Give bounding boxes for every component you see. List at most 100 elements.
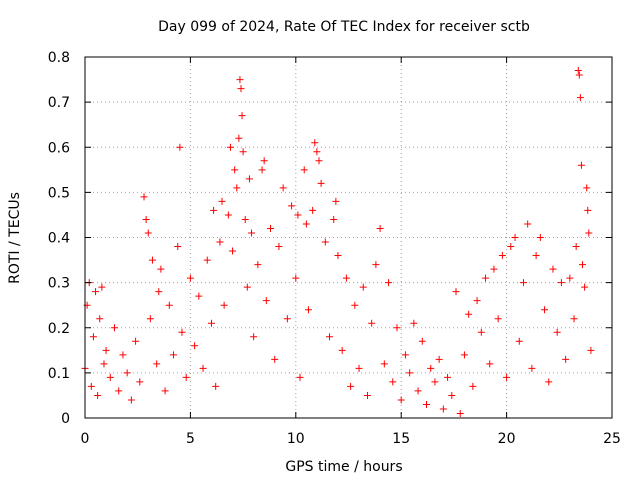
data-point [342, 274, 350, 282]
data-point [304, 306, 312, 314]
data-point [239, 148, 247, 156]
data-point [385, 279, 393, 287]
data-point [524, 220, 532, 228]
data-point [235, 134, 243, 142]
data-point [191, 342, 199, 350]
data-point [115, 387, 123, 395]
data-point [292, 274, 300, 282]
data-point [397, 396, 405, 404]
x-tick-label: 20 [498, 431, 516, 447]
data-point [279, 184, 287, 192]
data-point [452, 288, 460, 296]
data-point [338, 346, 346, 354]
data-point [562, 355, 570, 363]
data-point [326, 333, 334, 341]
data-point [528, 364, 536, 372]
y-tick-label: 0.5 [48, 185, 70, 201]
data-point [245, 175, 253, 183]
data-point [210, 206, 218, 214]
data-point [422, 400, 430, 408]
data-point [317, 179, 325, 187]
data-point [519, 279, 527, 287]
data-point [216, 238, 224, 246]
data-points [81, 67, 595, 417]
data-point [334, 252, 342, 260]
data-point [587, 346, 595, 354]
data-point [456, 409, 464, 417]
data-point [229, 247, 237, 255]
data-point [376, 224, 384, 232]
data-point [258, 166, 266, 174]
data-point [262, 297, 270, 305]
data-point [575, 71, 583, 79]
data-point [363, 391, 371, 399]
data-point [153, 360, 161, 368]
data-point [557, 279, 565, 287]
data-point [477, 328, 485, 336]
data-point [515, 337, 523, 345]
chart-title: Day 099 of 2024, Rate Of TEC Index for r… [158, 19, 530, 35]
data-point [87, 382, 95, 390]
data-point [136, 378, 144, 386]
y-tick-label: 0.4 [48, 231, 70, 247]
data-point [574, 67, 582, 75]
data-point [178, 328, 186, 336]
data-point [444, 373, 452, 381]
data-point [549, 265, 557, 273]
data-point [250, 333, 258, 341]
y-axis-label: ROTI / TECUs [7, 192, 23, 284]
data-point [448, 391, 456, 399]
data-point [218, 197, 226, 205]
plot-frame [84, 56, 613, 419]
data-point [92, 288, 100, 296]
data-point [418, 337, 426, 345]
data-point [410, 319, 418, 327]
x-tick-label: 0 [81, 431, 90, 447]
data-point [577, 161, 585, 169]
data-point [106, 373, 114, 381]
y-tick-label: 0.6 [48, 140, 70, 156]
data-point [98, 283, 106, 291]
y-tick-label: 0.7 [48, 95, 70, 111]
data-point [224, 211, 232, 219]
data-point [212, 382, 220, 390]
data-point [389, 378, 397, 386]
x-tick-labels: 0 5 10 15 20 25 [81, 431, 621, 447]
y-tick-label: 0.1 [48, 366, 70, 382]
data-point [351, 301, 359, 309]
data-point [238, 112, 246, 120]
data-point [119, 351, 127, 359]
data-point [315, 157, 323, 165]
data-point [294, 211, 302, 219]
y-tick-label: 0.2 [48, 321, 70, 337]
data-point [427, 364, 435, 372]
data-point [359, 283, 367, 291]
data-point [231, 166, 239, 174]
data-point [347, 382, 355, 390]
data-point [541, 306, 549, 314]
data-point [584, 206, 592, 214]
data-point [311, 139, 319, 147]
grid-lines [85, 57, 612, 418]
data-point [275, 243, 283, 251]
data-point [248, 229, 256, 237]
data-point [174, 243, 182, 251]
data-point [146, 315, 154, 323]
data-point [490, 265, 498, 273]
y-tick-label: 0 [61, 411, 70, 427]
data-point [553, 328, 561, 336]
data-point [260, 157, 268, 165]
data-point [271, 355, 279, 363]
data-point [536, 234, 544, 241]
data-point [465, 310, 473, 318]
data-point [330, 215, 338, 223]
data-point [581, 283, 589, 291]
data-point [94, 391, 102, 399]
data-point [368, 319, 376, 327]
data-point [283, 315, 291, 323]
data-point [142, 215, 150, 223]
x-tick-label: 5 [186, 431, 195, 447]
data-point [321, 238, 329, 246]
data-point [414, 387, 422, 395]
